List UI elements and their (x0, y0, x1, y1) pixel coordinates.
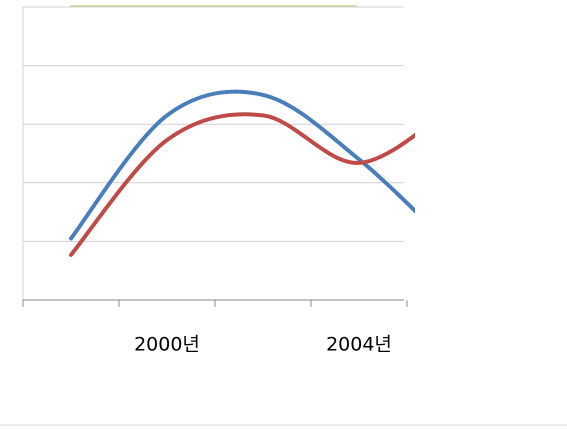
x-tick-label: 2004년 (326, 334, 392, 356)
x-tick-label: 2000년 (134, 334, 200, 356)
series-line (69, 112, 415, 257)
series-line (69, 89, 415, 241)
plot-area (69, 89, 415, 257)
